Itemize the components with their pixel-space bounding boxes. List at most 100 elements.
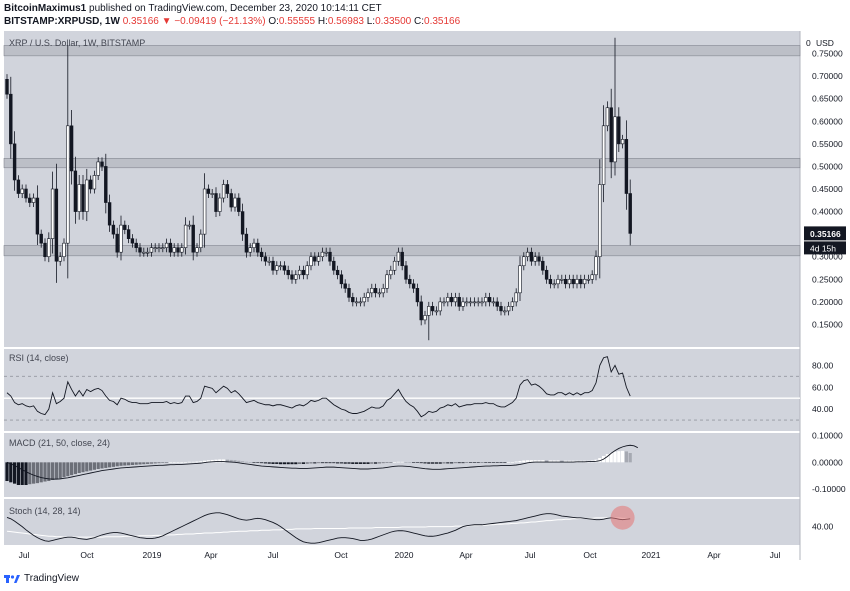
macd-hist-bar xyxy=(571,460,575,463)
macd-hist-bar xyxy=(624,451,628,463)
candle-body xyxy=(598,184,602,258)
candle-body xyxy=(62,242,66,258)
macd-hist-bar xyxy=(446,462,450,464)
macd-hist-bar xyxy=(351,462,355,464)
macd-hist-bar xyxy=(560,460,564,463)
macd-hist-bar xyxy=(389,462,393,463)
macd-hist-bar xyxy=(214,459,218,463)
macd-hist-bar xyxy=(123,462,127,466)
candle-body xyxy=(537,256,541,262)
x-tick-label: Oct xyxy=(334,550,348,560)
macd-hist-bar xyxy=(298,462,302,464)
candle-body xyxy=(47,238,51,258)
candle-body xyxy=(218,197,222,212)
macd-hist-bar xyxy=(366,462,370,464)
candle-body xyxy=(305,265,309,276)
macd-hist-bar xyxy=(598,458,602,463)
macd-hist-bar xyxy=(408,462,412,463)
macd-hist-bar xyxy=(374,462,378,464)
macd-hist-bar xyxy=(51,462,55,480)
macd-hist-bar xyxy=(621,450,625,463)
low-value: 0.33500 xyxy=(375,16,412,27)
macd-hist-bar xyxy=(317,462,321,464)
macd-hist-bar xyxy=(222,459,226,463)
candle-body xyxy=(229,193,233,208)
candle-body xyxy=(389,269,393,276)
macd-hist-bar xyxy=(396,461,400,463)
candle-body xyxy=(343,283,347,289)
macd-hist-bar xyxy=(457,462,461,464)
candle-body xyxy=(195,247,199,253)
macd-hist-bar xyxy=(225,459,229,463)
stoch-d-line xyxy=(6,517,631,538)
macd-hist-bar xyxy=(35,462,39,484)
candle-body xyxy=(43,242,47,258)
macd-hist-bar xyxy=(5,462,9,481)
macd-hist-bar xyxy=(70,462,74,476)
macd-hist-bar xyxy=(100,462,104,469)
macd-hist-bar xyxy=(545,460,549,463)
macd-hist-bar xyxy=(47,462,51,481)
macd-hist-bar xyxy=(609,452,613,463)
price-change: −0.09419 (−21.13%) xyxy=(174,16,266,27)
price-tick-label: 0.65000 xyxy=(812,94,843,104)
candle-body xyxy=(176,247,180,253)
price-tick-label: 0.70000 xyxy=(812,71,843,81)
macd-hist-bar xyxy=(233,460,237,463)
macd-hist-bar xyxy=(206,460,210,463)
price-tick-label: 0.40000 xyxy=(812,207,843,217)
candle-body xyxy=(233,197,237,208)
macd-hist-bar xyxy=(526,460,530,463)
stoch-k-line xyxy=(6,512,631,544)
x-tick-label: Jul xyxy=(525,550,536,560)
author-name[interactable]: BitcoinMaximus1 xyxy=(4,3,87,14)
price-pane xyxy=(4,31,800,347)
macd-hist-bar xyxy=(161,462,165,463)
macd-hist-bar xyxy=(385,462,389,463)
macd-hist-bar xyxy=(115,462,119,467)
candle-body xyxy=(396,251,401,262)
price-tick-label: 0.45000 xyxy=(812,184,843,194)
macd-tick-label: 0.10000 xyxy=(812,431,843,441)
footer-brand-label[interactable]: TradingView xyxy=(24,573,80,584)
candle-body xyxy=(438,301,442,312)
candle-body xyxy=(164,242,169,248)
candle-body xyxy=(533,256,537,262)
macd-hist-bar xyxy=(320,462,324,464)
candle-body xyxy=(590,274,594,280)
candle-body xyxy=(39,233,43,244)
macd-hist-bar xyxy=(358,462,362,464)
candle-body xyxy=(111,224,116,235)
countdown-label: 4d 15h xyxy=(810,243,836,253)
candle-body xyxy=(601,125,606,185)
candle-body xyxy=(130,238,135,244)
macd-hist-bar xyxy=(453,462,457,464)
macd-hist-bar xyxy=(491,462,495,463)
candle-body xyxy=(240,211,245,235)
macd-hist-bar xyxy=(142,462,146,465)
candle-body xyxy=(161,247,165,249)
candle-body xyxy=(358,301,363,304)
rsi-line xyxy=(6,356,631,418)
macd-hist-bar xyxy=(157,462,161,464)
candle-body xyxy=(119,224,123,253)
macd-hist-bar xyxy=(16,462,20,485)
candle-body xyxy=(461,301,465,307)
macd-hist-bar xyxy=(191,461,195,463)
candle-body xyxy=(594,256,598,276)
candle-body xyxy=(16,179,21,194)
macd-hist-bar xyxy=(427,462,431,464)
candle-body xyxy=(332,260,336,271)
candle-body xyxy=(24,188,28,199)
macd-hist-bar xyxy=(248,462,252,463)
macd-hist-bar xyxy=(499,462,503,463)
candle-body xyxy=(199,233,203,248)
macd-hist-bar xyxy=(66,462,70,477)
candle-body xyxy=(366,292,370,298)
macd-hist-bar xyxy=(495,462,499,463)
macd-hist-bar xyxy=(96,462,100,469)
x-tick-label: Oct xyxy=(80,550,94,560)
macd-hist-bar xyxy=(507,462,511,463)
macd-hist-bar xyxy=(628,453,632,463)
